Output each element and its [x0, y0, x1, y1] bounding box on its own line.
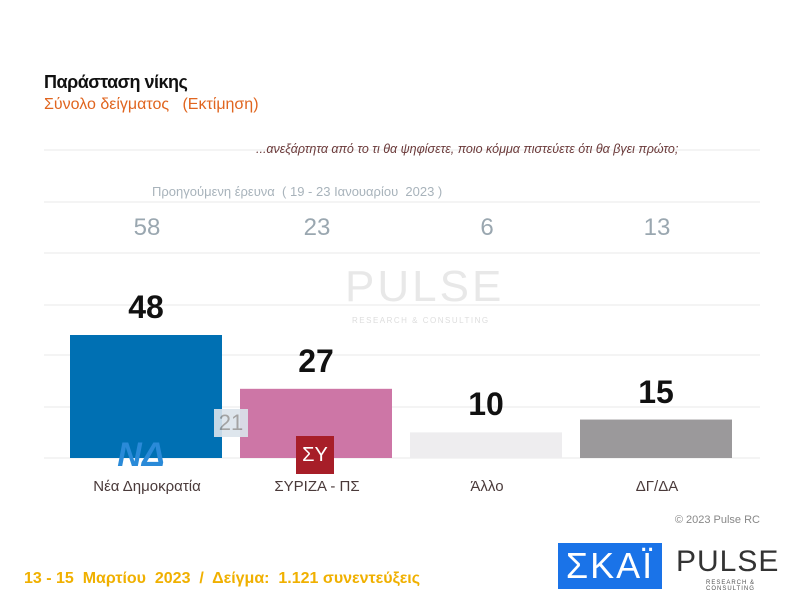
pulse-logo: PULSE — [676, 545, 780, 578]
data-label: 27 — [298, 342, 334, 379]
pulse-watermark-sub: RESEARCH & CONSULTING — [352, 316, 490, 325]
survey-question: ...ανεξάρτητα από το τι θα ψηφίσετε, ποι… — [256, 142, 679, 156]
category-label: Νέα Δημοκρατία — [93, 478, 201, 495]
data-label: 48 — [128, 289, 164, 325]
previous-value: 58 — [133, 214, 161, 241]
previous-survey-label: Προηγούμενη έρευνα ( 19 - 23 Ιανουαρίου … — [152, 184, 443, 199]
bar — [70, 335, 222, 458]
footer-date-sample: 13 - 15 Μαρτίου 2023 / Δείγμα: 1.121 συν… — [24, 570, 421, 587]
bar — [580, 419, 732, 458]
bar — [410, 432, 562, 458]
pulse-logo-sub: RESEARCH & CONSULTING — [706, 580, 756, 592]
nd-logo-icon: ΝΔ — [117, 436, 165, 474]
data-label: 15 — [638, 373, 674, 410]
pulse-watermark: PULSE — [345, 262, 505, 311]
category-label: Άλλο — [470, 478, 504, 495]
chart-subtitle: Σύνολο δείγματος (Εκτίμηση) — [44, 96, 259, 113]
data-label: 10 — [468, 386, 504, 423]
previous-value: 23 — [303, 214, 331, 241]
previous-value: 13 — [643, 214, 671, 241]
previous-value: 6 — [480, 214, 494, 241]
skai-logo: ΣΚΑΪ — [558, 543, 662, 589]
chart-title: Παράσταση νίκης — [44, 72, 188, 92]
annotation-label: 21 — [214, 409, 248, 437]
syriza-logo-icon: ΣΥ — [296, 436, 334, 474]
copyright: © 2023 Pulse RC — [674, 514, 760, 526]
category-label: ΣΥΡΙΖΑ - ΠΣ — [274, 478, 360, 495]
category-label: ΔΓ/ΔΑ — [635, 478, 679, 495]
